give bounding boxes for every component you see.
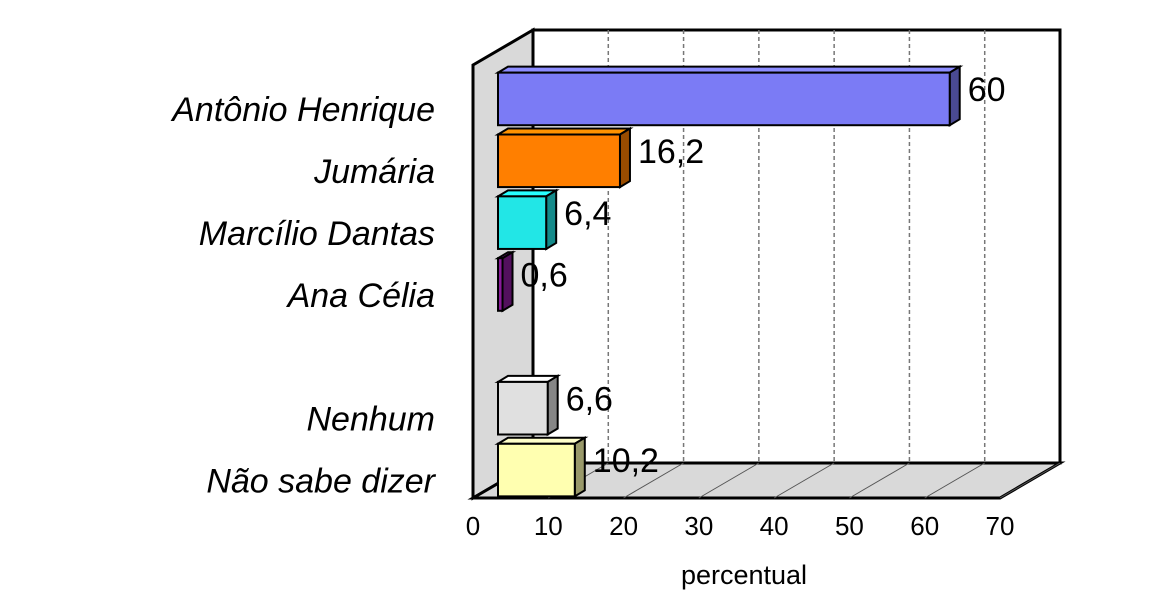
bar-side	[573, 436, 586, 499]
x-axis-title: percentual	[681, 560, 807, 590]
data-label: 6,6	[566, 380, 613, 418]
bar	[494, 436, 589, 499]
x-tick-label: 40	[760, 511, 789, 541]
category-label: Não sabe dizer	[206, 462, 436, 500]
data-label: 10,2	[593, 442, 659, 480]
bar-front	[497, 195, 548, 250]
bar-side	[545, 188, 558, 251]
bar-front	[497, 71, 951, 127]
floor-gridline	[698, 462, 760, 499]
category-label: Marcílio Dantas	[199, 215, 435, 253]
floor-gridline	[623, 462, 684, 499]
x-tick-label: 50	[835, 511, 864, 541]
bar	[494, 374, 562, 437]
data-label: 60	[968, 71, 1006, 109]
bar-side	[546, 374, 559, 437]
bar-front	[497, 442, 576, 498]
labels: 0 10 20 30 40 50 60 70 60 Antônio Henrique 16,2 Jum…	[170, 71, 1014, 541]
x-tick-label: 70	[986, 511, 1015, 541]
bar-front	[497, 380, 549, 436]
bar	[494, 126, 634, 189]
floor-gridline	[773, 462, 835, 499]
chart-walls	[467, 27, 1066, 501]
category-label: Ana Célia	[286, 277, 435, 315]
data-label: 6,4	[564, 195, 611, 233]
x-tick-label: 60	[910, 511, 939, 541]
floor-gridline	[849, 462, 910, 499]
bar-side	[501, 250, 514, 313]
floor-gridline	[924, 462, 985, 499]
category-label: Jumária	[313, 153, 435, 191]
x-tick-label: 0	[466, 511, 480, 541]
bar-side	[948, 64, 961, 127]
bar	[494, 250, 517, 313]
bar-side	[618, 126, 631, 189]
category-label: Nenhum	[306, 401, 435, 439]
data-label: 16,2	[638, 133, 704, 171]
floor-gridline	[999, 462, 1061, 499]
x-tick-label: 20	[609, 511, 638, 541]
data-label: 0,6	[521, 257, 568, 295]
bar-front	[497, 133, 621, 189]
bar-front	[497, 257, 504, 312]
bars	[494, 64, 964, 499]
bar	[494, 64, 964, 127]
x-tick-label: 30	[684, 511, 713, 541]
x-tick-label: 10	[534, 511, 563, 541]
bar	[494, 188, 560, 251]
category-label: Antônio Henrique	[170, 91, 435, 129]
